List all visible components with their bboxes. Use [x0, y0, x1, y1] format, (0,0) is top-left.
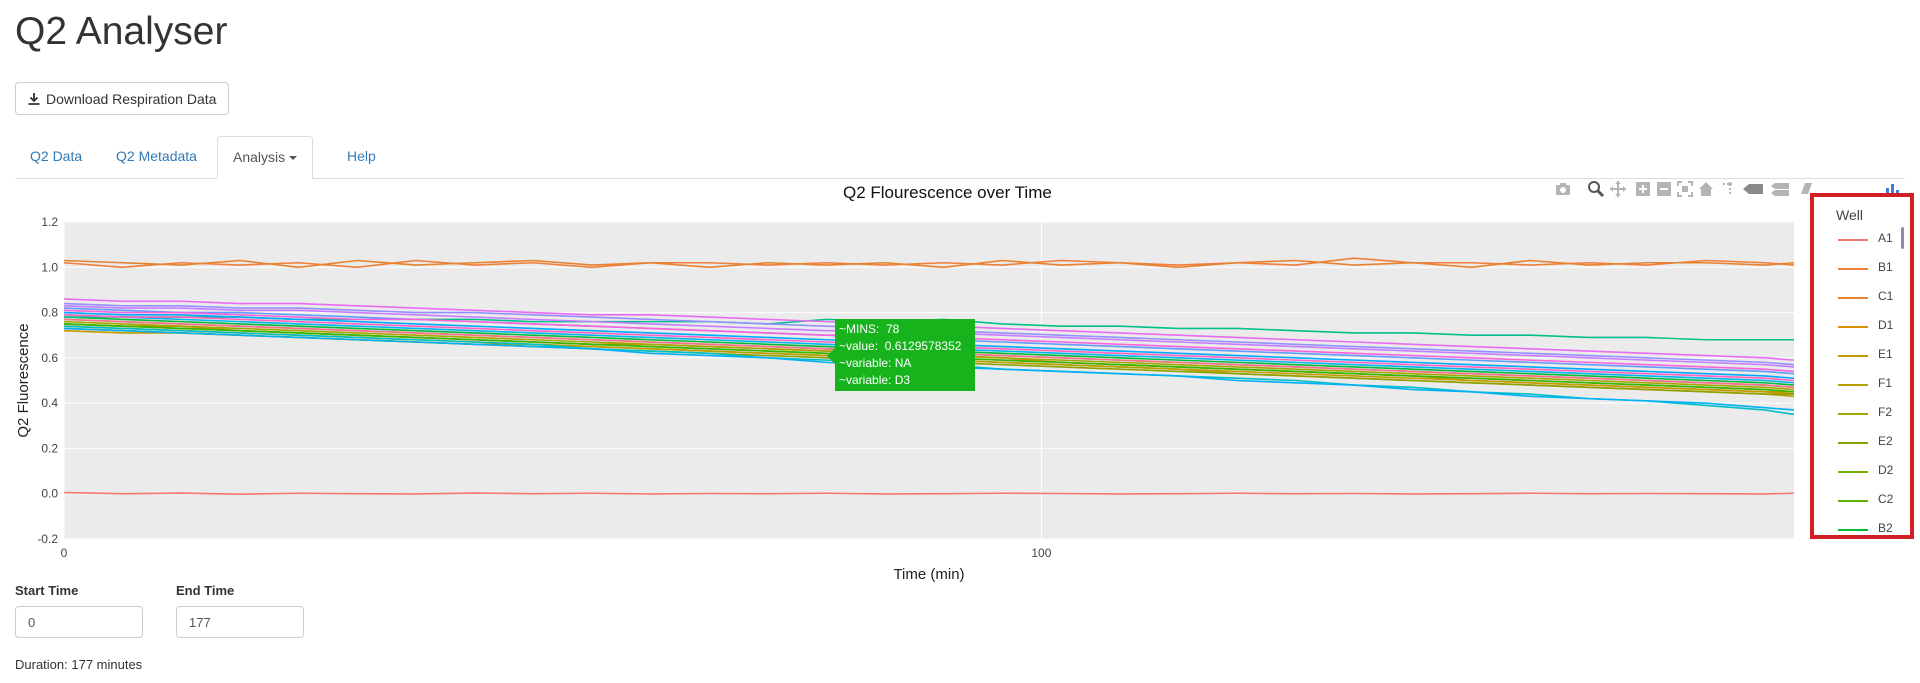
legend-label: C2	[1878, 492, 1894, 506]
end-time-input[interactable]	[176, 606, 304, 638]
x-tick-label: 100	[1031, 546, 1051, 560]
y-tick-label: 0.2	[41, 441, 58, 455]
y-tick-label: 0.0	[41, 487, 58, 501]
x-tick-label: 0	[61, 546, 68, 560]
hover-tooltip: ~MINS: 78 ~value: 0.6129578352 ~variable…	[835, 319, 975, 391]
y-tick-label: 0.4	[41, 396, 58, 410]
tab-label: Q2 Data	[30, 148, 83, 164]
line-chart[interactable]: -0.2 0.0 0.2 0.4 0.6 0.8 1.0 1.2 0 100 Time (min) Q…	[0, 205, 1805, 590]
tab-label: Q2 Metadata	[116, 148, 197, 164]
reset-axes-icon[interactable]	[1697, 180, 1715, 198]
legend-label: D2	[1878, 463, 1894, 477]
legend-label: A1	[1878, 231, 1893, 245]
tab-analysis[interactable]: Analysis	[217, 136, 314, 179]
legend-swatch	[1838, 268, 1868, 270]
legend-label: E1	[1878, 347, 1893, 361]
legend-swatch	[1838, 297, 1868, 299]
duration-text: Duration: 177 minutes	[15, 657, 143, 672]
series-line-b1	[63, 257, 1795, 269]
download-button-label: Download Respiration Data	[46, 90, 217, 107]
download-respiration-data-button[interactable]: Download Respiration Data	[15, 82, 230, 115]
app-title: Q2 Analyser	[15, 10, 228, 53]
legend-swatch	[1838, 326, 1868, 328]
y-tick-label: 0.8	[41, 306, 58, 320]
spike-lines-icon[interactable]	[1720, 180, 1738, 198]
start-time-input[interactable]	[15, 606, 143, 638]
legend-label: C1	[1878, 289, 1894, 303]
legend-label: B2	[1878, 521, 1893, 535]
tab-q2-metadata[interactable]: Q2 Metadata	[101, 136, 212, 177]
legend-scrollbar[interactable]	[1901, 227, 1904, 249]
hover-closest-icon[interactable]	[1741, 180, 1765, 198]
end-time-label: End Time	[176, 583, 235, 598]
tab-label: Analysis	[233, 149, 286, 165]
download-icon	[28, 92, 40, 105]
legend-swatch	[1838, 384, 1868, 386]
tab-label: Help	[347, 148, 376, 164]
legend-title: Well	[1836, 207, 1863, 223]
legend-swatch	[1838, 471, 1868, 473]
zoom-in-icon[interactable]	[1634, 180, 1652, 198]
series-line-a1	[63, 491, 1795, 495]
pan-icon[interactable]	[1609, 180, 1627, 198]
x-axis-label: Time (min)	[893, 566, 964, 583]
legend-label: F2	[1878, 405, 1893, 419]
legend-swatch	[1838, 355, 1868, 357]
series-line-c1	[63, 259, 1795, 269]
legend: Well A1 B1 C1 D1 E1 F1 F2 E2 D2 C2 B2	[1810, 193, 1914, 539]
y-tick-label: -0.2	[37, 532, 58, 546]
toggle-sidebar-icon[interactable]	[1797, 180, 1815, 198]
tooltip-arrow	[827, 348, 835, 364]
caret-down-icon	[289, 156, 298, 161]
legend-swatch	[1838, 529, 1868, 531]
y-tick-label: 0.6	[41, 351, 58, 365]
legend-swatch	[1838, 413, 1868, 415]
y-axis-label: Q2 Fluorescence	[15, 323, 32, 437]
legend-label: D1	[1878, 318, 1894, 332]
zoom-icon[interactable]	[1587, 180, 1605, 198]
tab-q2-data[interactable]: Q2 Data	[15, 136, 97, 177]
y-tick-label: 1.2	[41, 215, 58, 229]
y-tick-label: 1.0	[41, 260, 58, 274]
legend-swatch	[1838, 239, 1868, 241]
legend-swatch	[1838, 500, 1868, 502]
legend-label: F1	[1878, 376, 1893, 390]
legend-label: E2	[1878, 434, 1893, 448]
tab-bar: Q2 Data Q2 Metadata Analysis Help	[15, 136, 1905, 179]
legend-label: B1	[1878, 260, 1893, 274]
camera-icon[interactable]	[1554, 180, 1572, 198]
hover-compare-icon[interactable]	[1769, 180, 1791, 198]
tab-help[interactable]: Help	[332, 136, 391, 177]
autoscale-icon[interactable]	[1676, 180, 1694, 198]
zoom-out-icon[interactable]	[1655, 180, 1673, 198]
start-time-label: Start Time	[15, 583, 79, 598]
chart-title: Q2 Flourescence over Time	[843, 183, 1052, 202]
legend-swatch	[1838, 442, 1868, 444]
